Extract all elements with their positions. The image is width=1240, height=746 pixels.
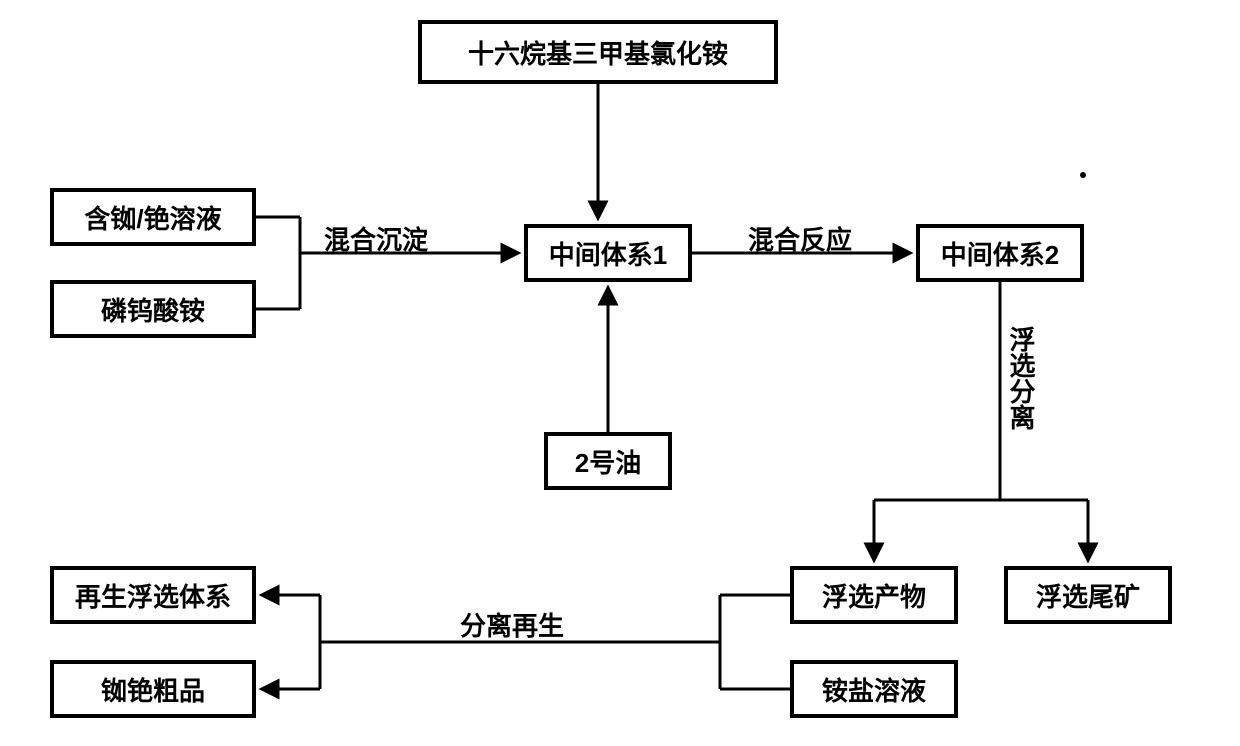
node-label: 铷铯粗品: [101, 671, 205, 708]
node-intermediate-2: 中间体系2: [916, 224, 1084, 282]
node-label: 中间体系2: [941, 235, 1059, 272]
node-regenerated-flotation: 再生浮选体系: [50, 566, 256, 624]
node-flotation-product: 浮选产物: [790, 566, 958, 624]
node-rbcs-crude: 铷铯粗品: [50, 660, 256, 718]
node-label: 含铷/铯溶液: [84, 199, 221, 236]
node-label: 十六烷基三甲基氯化铵: [468, 34, 728, 71]
node-label: 中间体系1: [549, 235, 667, 272]
decoration-dot: [1080, 172, 1086, 178]
edge-label-mix-precipitation: 混合沉淀: [324, 220, 428, 257]
node-oil-2: 2号油: [544, 432, 672, 490]
node-input-phosphotungstate: 磷钨酸铵: [50, 280, 256, 338]
node-label: 再生浮选体系: [75, 577, 231, 614]
node-label: 浮选尾矿: [1036, 577, 1140, 614]
node-label: 铵盐溶液: [822, 671, 926, 708]
flowchart-canvas: 十六烷基三甲基氯化铵 含铷/铯溶液 磷钨酸铵 中间体系1 中间体系2 2号油 浮…: [0, 0, 1240, 746]
node-top-reagent: 十六烷基三甲基氯化铵: [418, 20, 778, 84]
node-intermediate-1: 中间体系1: [524, 224, 692, 282]
node-label: 浮选产物: [822, 577, 926, 614]
edge-label-separation-regeneration: 分离再生: [460, 606, 564, 643]
node-ammonium-solution: 铵盐溶液: [790, 660, 958, 718]
edge-label-flotation-separation: 浮选分离: [1003, 326, 1040, 430]
node-label: 2号油: [575, 443, 641, 480]
flowchart-edges: [0, 0, 1240, 746]
node-input-solution: 含铷/铯溶液: [50, 188, 256, 246]
node-label: 磷钨酸铵: [101, 291, 205, 328]
node-flotation-tailings: 浮选尾矿: [1004, 566, 1172, 624]
edge-label-mix-reaction: 混合反应: [748, 220, 852, 257]
